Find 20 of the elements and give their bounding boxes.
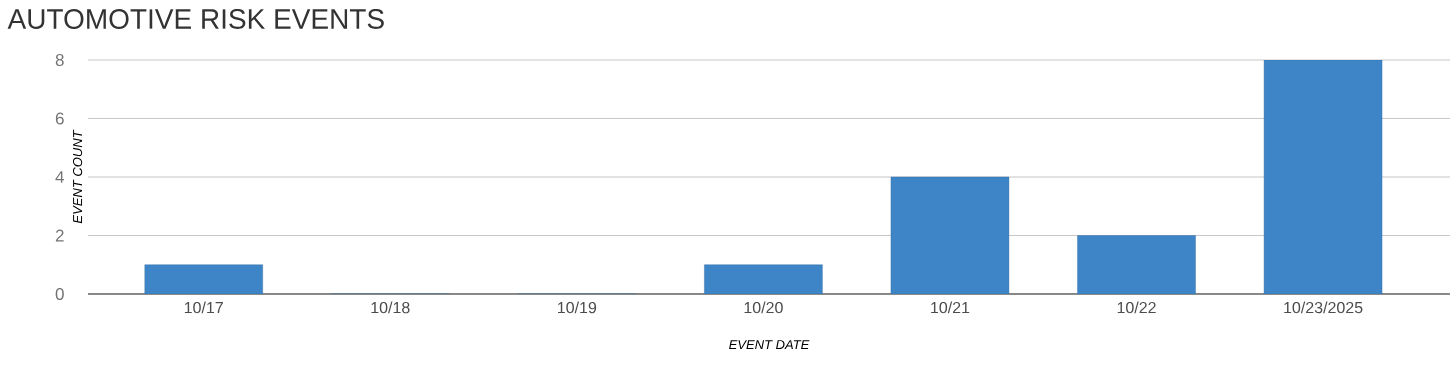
y-tick-label: 8: [55, 53, 64, 67]
y-axis-title: EVENT COUNT: [72, 129, 83, 224]
y-tick-label: 0: [55, 287, 64, 301]
bar: [144, 264, 263, 294]
y-tick-label: 2: [55, 229, 64, 242]
x-tick-label: 10/18: [371, 301, 410, 314]
x-tick-label: 10/19: [558, 301, 597, 314]
x-tick-label: 10/20: [744, 301, 783, 314]
chart-title: AUTOMOTIVE RISK EVENTS: [7, 9, 384, 29]
bar: [1077, 235, 1196, 294]
bar: [704, 264, 823, 294]
y-tick-label: 4: [55, 171, 64, 183]
x-axis-title: EVENT DATE: [729, 340, 810, 350]
x-tick-label: 10/17: [184, 301, 223, 314]
y-tick-label: 6: [55, 112, 64, 125]
bar: [1263, 60, 1383, 294]
x-tick-label: 10/22: [1117, 301, 1156, 314]
bar: [890, 176, 1010, 294]
x-tick-label: 10/21: [931, 301, 970, 314]
x-tick-label: 10/23/2025: [1284, 301, 1363, 314]
